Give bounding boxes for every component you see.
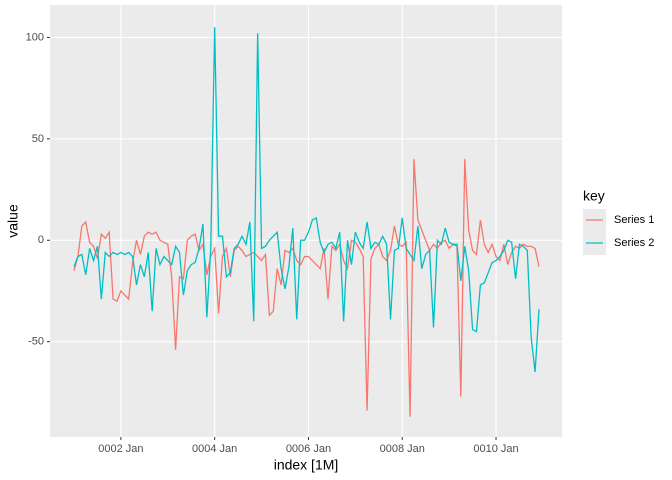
x-tick-label: 0002 Jan bbox=[98, 443, 143, 455]
legend-label: Series 1 bbox=[614, 214, 654, 226]
y-axis-title: value bbox=[5, 204, 21, 238]
x-tick-label: 0008 Jan bbox=[380, 443, 425, 455]
y-tick-label: 0 bbox=[38, 234, 44, 246]
x-tick-label: 0010 Jan bbox=[473, 443, 518, 455]
x-tick-label: 0006 Jan bbox=[286, 443, 331, 455]
x-axis-title: index [1M] bbox=[274, 457, 339, 473]
legend-title: key bbox=[583, 188, 605, 204]
series-line bbox=[73, 159, 540, 417]
panel-background bbox=[50, 5, 562, 437]
legend-label: Series 2 bbox=[614, 237, 654, 249]
y-tick-label: -50 bbox=[28, 336, 44, 348]
x-tick-label: 0004 Jan bbox=[192, 443, 237, 455]
series-line bbox=[73, 27, 540, 373]
y-tick-label: 50 bbox=[32, 133, 44, 145]
y-tick-label: 100 bbox=[26, 31, 44, 43]
